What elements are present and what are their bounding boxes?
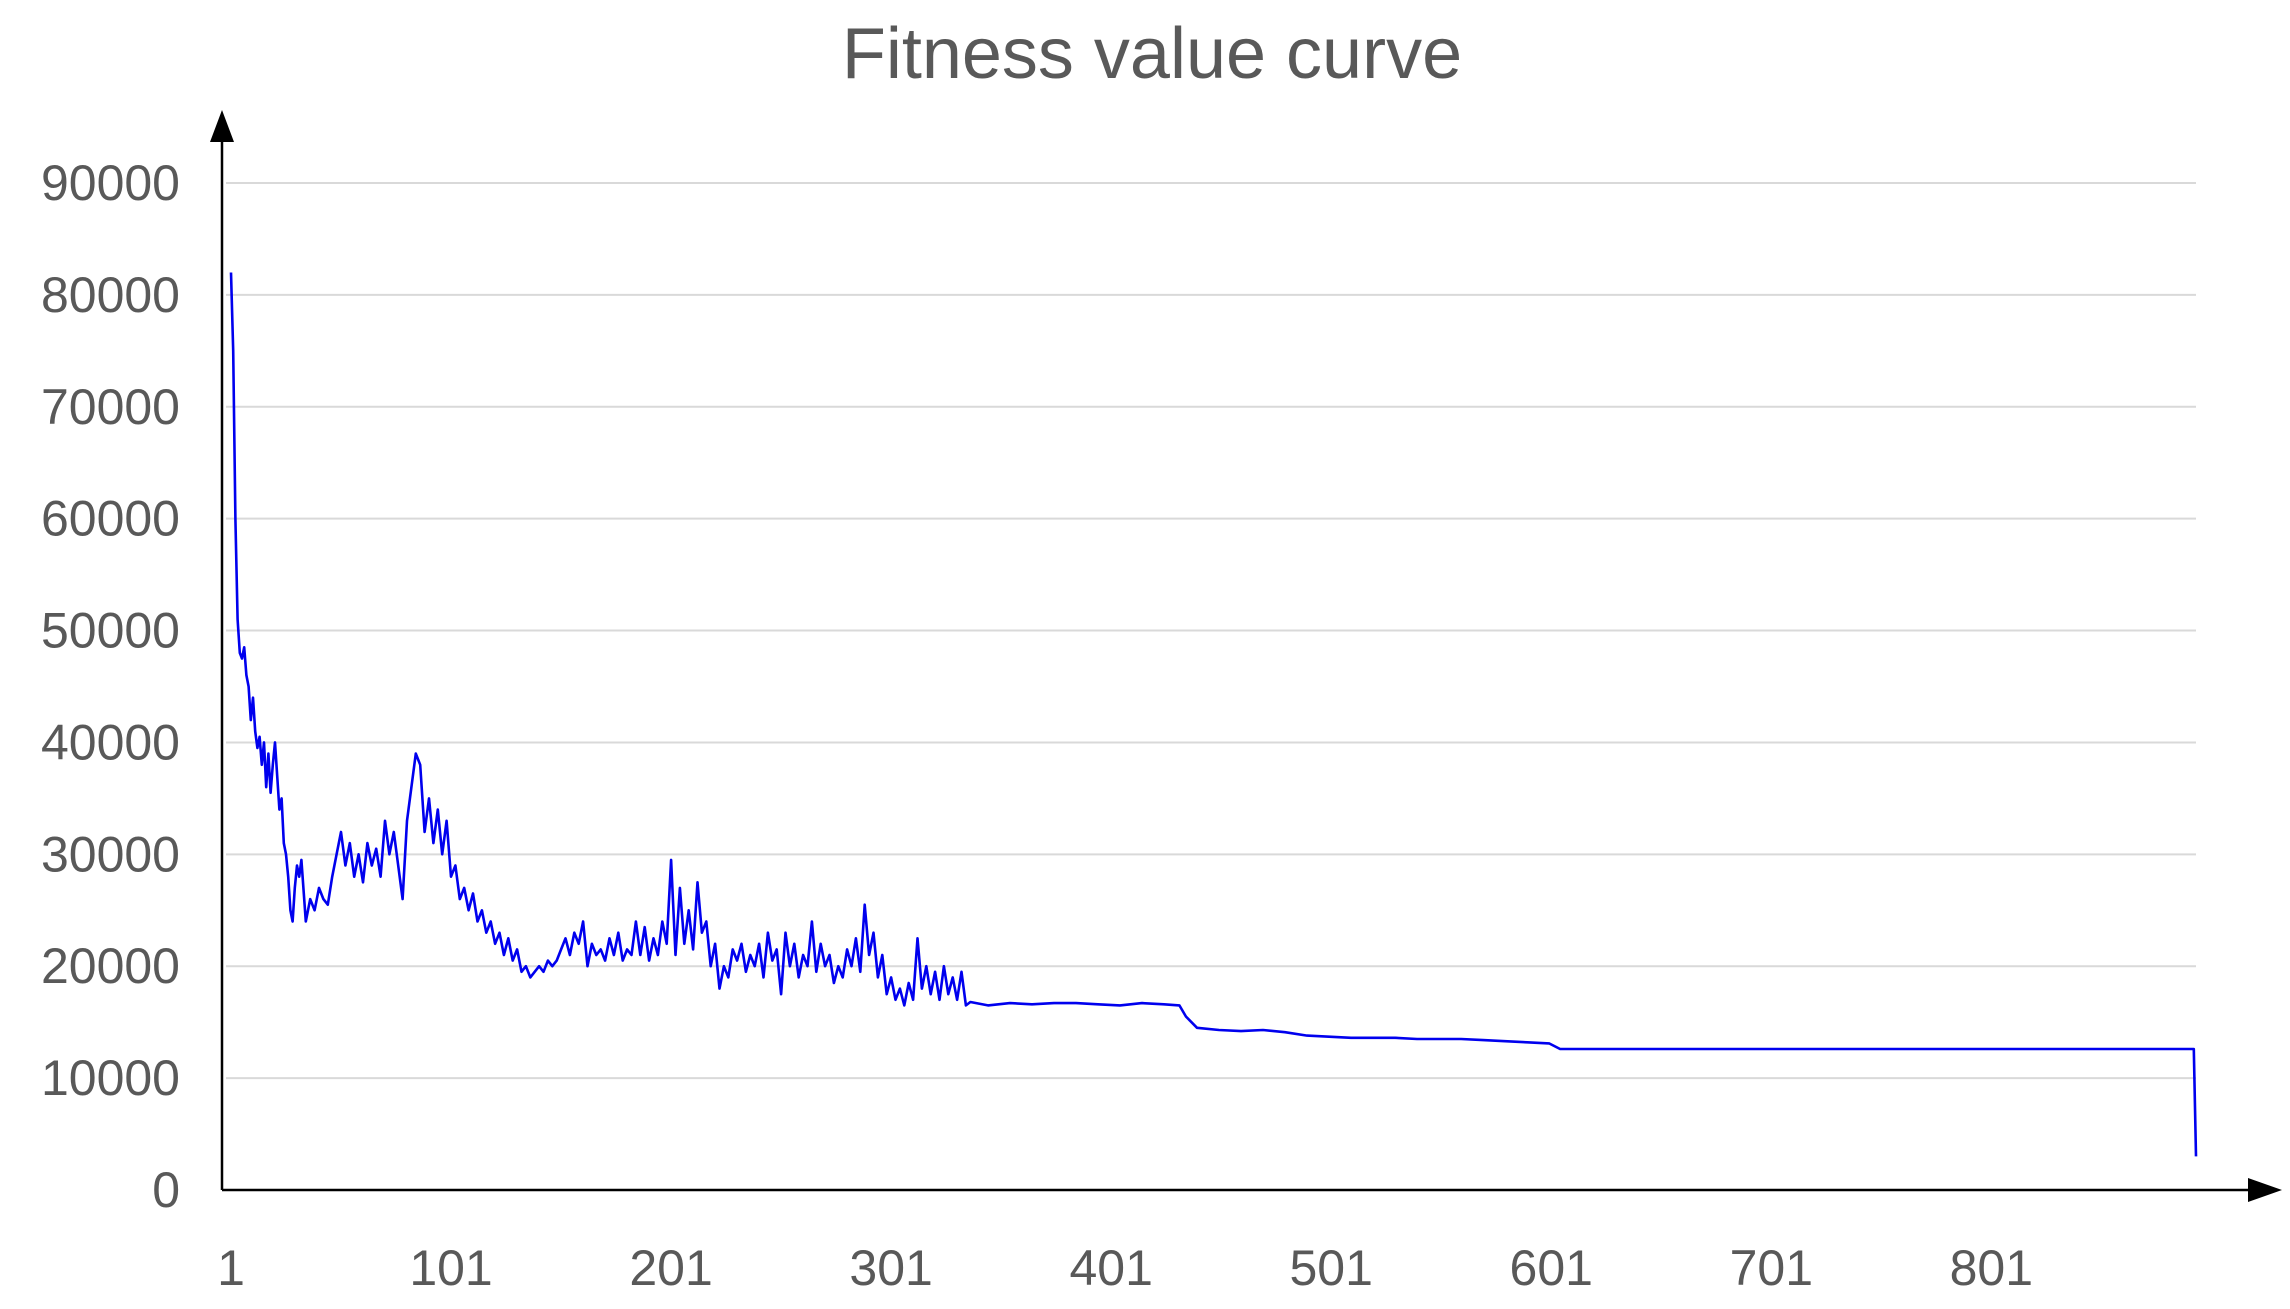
x-axis-tick-labels: 1 101 201 301 401 501 601 701 801 <box>217 1240 2033 1296</box>
y-tick-label: 70000 <box>41 379 180 435</box>
x-tick-label: 101 <box>409 1240 492 1296</box>
y-tick-label: 40000 <box>41 714 180 770</box>
x-tick-label: 701 <box>1730 1240 1813 1296</box>
x-axis-arrow <box>2248 1178 2282 1202</box>
fitness-value-series-line <box>229 272 2198 1157</box>
y-axis-arrow <box>210 110 234 142</box>
y-tick-label: 50000 <box>41 603 180 659</box>
x-tick-label: 801 <box>1950 1240 2033 1296</box>
y-tick-label: 80000 <box>41 267 180 323</box>
axes <box>210 110 2282 1202</box>
x-tick-label: 201 <box>629 1240 712 1296</box>
x-tick-label: 1 <box>217 1240 245 1296</box>
y-tick-label: 20000 <box>41 938 180 994</box>
chart-title: Fitness value curve <box>842 14 1462 94</box>
y-tick-label: 10000 <box>41 1050 180 1106</box>
y-tick-label: 60000 <box>41 491 180 547</box>
x-tick-label: 401 <box>1069 1240 1152 1296</box>
x-tick-label: 301 <box>849 1240 932 1296</box>
y-tick-label: 0 <box>152 1162 180 1218</box>
y-axis-tick-labels: 0 10000 20000 30000 40000 50000 60000 70000 8000… <box>41 155 180 1218</box>
x-tick-label: 601 <box>1510 1240 1593 1296</box>
y-tick-label: 30000 <box>41 826 180 882</box>
gridlines <box>226 182 2196 1080</box>
x-tick-label: 501 <box>1290 1240 1373 1296</box>
y-tick-label: 90000 <box>41 155 180 211</box>
